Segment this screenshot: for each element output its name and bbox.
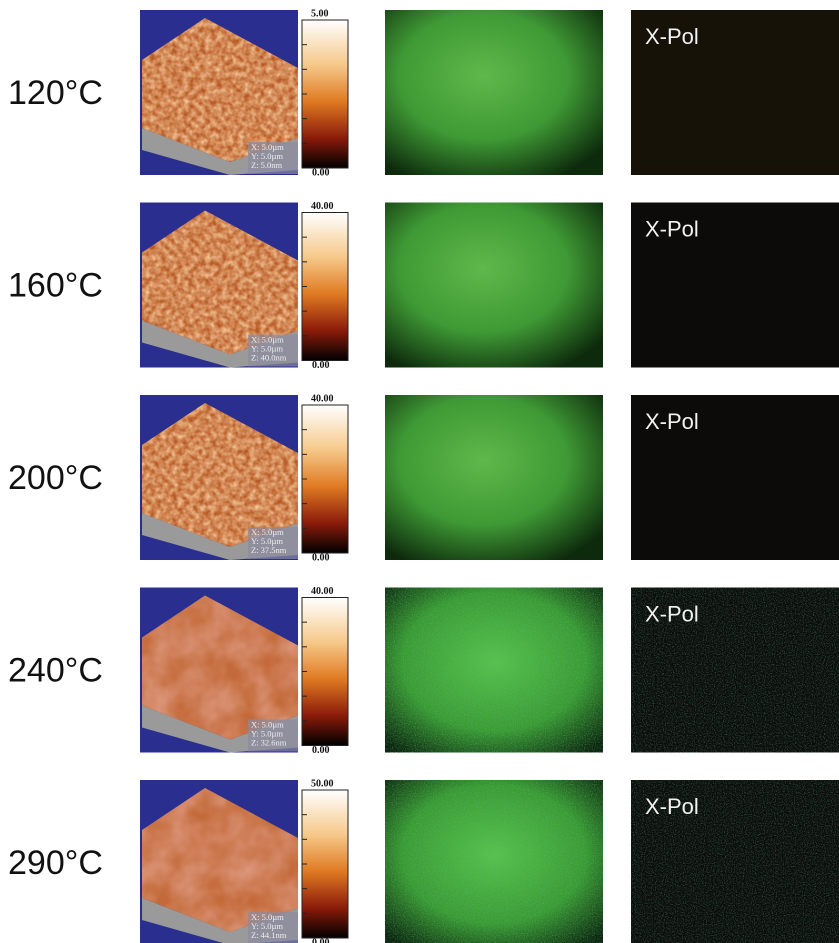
colorbar-min: 0.00 <box>312 360 330 371</box>
afm-dimension: Z: 32.6nm <box>251 737 287 747</box>
colorbar <box>302 790 348 938</box>
colorbar-min: 0.00 <box>312 745 330 756</box>
temperature-label: 160°C <box>8 266 103 304</box>
afm-dimension: Z: 5.0nm <box>251 160 283 170</box>
colorbar-max: 40.00 <box>311 586 334 597</box>
colorbar <box>302 213 348 361</box>
colorbar-max: 40.00 <box>311 393 334 404</box>
xpol-label: X-Pol <box>645 24 699 49</box>
figure: 120°CX: 5.0µmY: 5.0µmZ: 5.0nm5.000.00X-P… <box>0 0 839 943</box>
micrograph-texture <box>385 780 603 943</box>
afm-dimension: Z: 37.5nm <box>251 545 287 555</box>
temperature-label: 120°C <box>8 74 103 112</box>
colorbar-max: 5.00 <box>311 8 329 19</box>
temperature-label: 200°C <box>8 459 103 497</box>
xpol-label: X-Pol <box>645 794 699 819</box>
micrograph <box>385 10 603 175</box>
colorbar <box>302 405 348 553</box>
colorbar-min: 0.00 <box>312 167 330 178</box>
micrograph <box>385 395 603 560</box>
micrograph <box>385 203 603 368</box>
colorbar <box>302 20 348 168</box>
micrograph-texture <box>385 588 603 753</box>
xpol-label: X-Pol <box>645 216 699 241</box>
afm-dimension: Z: 40.0nm <box>251 352 287 362</box>
temperature-label: 290°C <box>8 844 103 882</box>
colorbar <box>302 598 348 746</box>
colorbar-min: 0.00 <box>312 937 330 943</box>
xpol-label: X-Pol <box>645 409 699 434</box>
colorbar-max: 50.00 <box>311 778 334 789</box>
colorbar-min: 0.00 <box>312 552 330 563</box>
temperature-label: 240°C <box>8 651 103 689</box>
afm-dimension: Z: 44.1nm <box>251 930 287 940</box>
colorbar-max: 40.00 <box>311 201 334 212</box>
xpol-label: X-Pol <box>645 601 699 626</box>
